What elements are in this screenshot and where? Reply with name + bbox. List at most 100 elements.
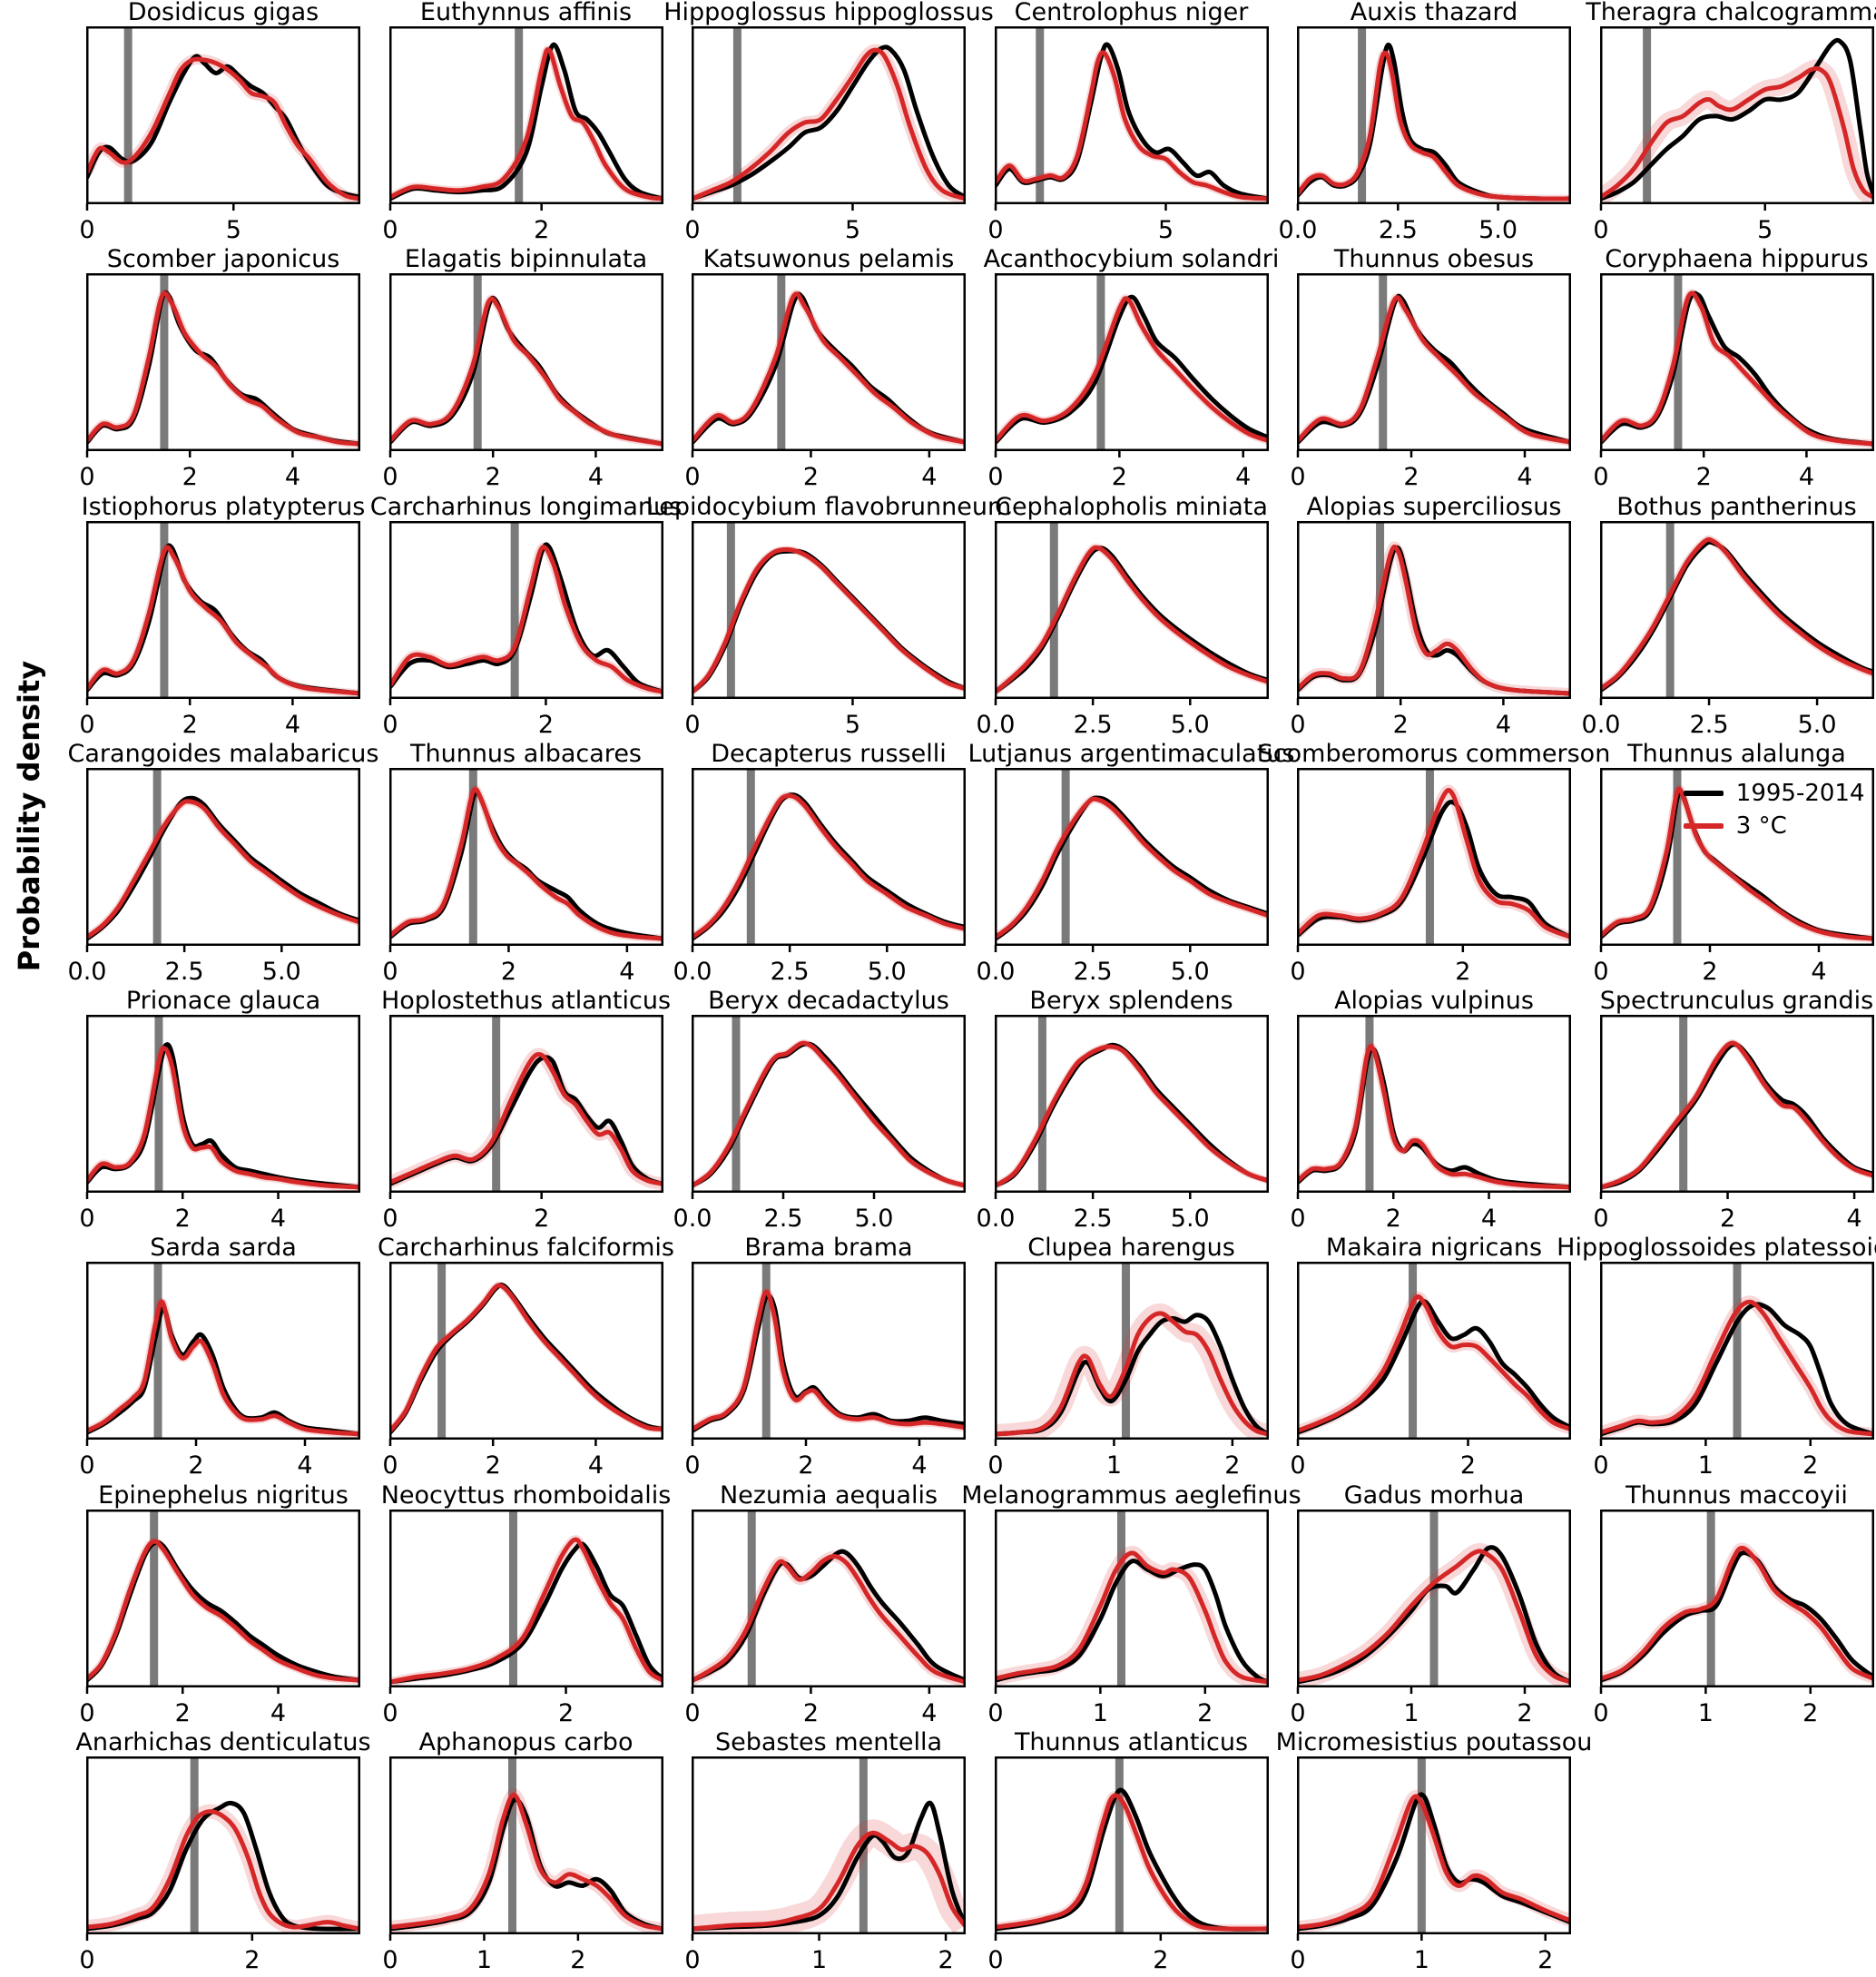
uncertainty-band [87,796,359,940]
x-tick-label: 2 [803,1699,819,1727]
warming-curve [1601,1040,1872,1190]
subplot-title: Thunnus atlanticus [1014,1727,1249,1756]
x-tick-label: 0 [79,1205,94,1233]
x-tick-label: 2 [1403,463,1419,491]
legend-item: 3 °C [1683,810,1865,842]
x-tick-label: 1 [1105,1451,1121,1480]
x-tick-label: 2 [485,1451,500,1480]
subplot-neocyttus-rhomboidalis: Neocyttus rhomboidalis 0 2 [381,1482,672,1736]
x-tick-label: 0 [987,1946,1003,1974]
x-tick-label: 2.5 [771,958,810,986]
axes-frame [692,1015,966,1193]
subplot-title: Sebastes mentella [714,1727,943,1756]
x-tick-label: 2 [175,1699,191,1727]
warming-curve [692,1553,965,1684]
x-tick-label: 0.0 [68,958,107,986]
x-tick-label: 2 [1153,1946,1168,1974]
subplot-thunnus-alalunga: Thunnus alalunga 0 2 4 1995-2014 3 °C [1593,741,1874,995]
historical-curve [1298,42,1570,202]
subplot-title: Micromesistius poutassou [1275,1727,1593,1756]
subplot-title: Katsuwonus pelamis [702,245,955,274]
subplot-title: Melanogrammus aeglefinus [961,1480,1301,1510]
subplot-title: Theragra chalcogramma [1586,0,1876,26]
warming-curve [390,46,662,202]
warming-curve [996,1549,1267,1684]
warming-curve [692,291,965,445]
x-tick-label: 0 [987,1699,1003,1727]
uncertainty-band [996,1790,1267,1933]
axes-frame [1599,1015,1874,1193]
x-tick-label: 0 [382,1699,398,1727]
x-tick-label: 4 [1496,711,1511,739]
uncertainty-band [996,543,1267,694]
axes-frame [388,1756,663,1934]
subplot-beryx-decadactylus: Beryx decadactylus 0.0 2.5 5.0 [673,988,966,1242]
subplot-title: Alopias superciliosus [1306,492,1562,521]
subplot-title: Lutjanus argentimaculatus [967,739,1295,768]
subplot-acanthocybium-solandri: Acanthocybium solandri 0 2 4 [984,247,1280,500]
uncertainty-band [1298,540,1570,697]
x-tick-label: 0 [684,1451,700,1480]
historical-curve [87,542,359,695]
x-tick-label: 2 [1455,958,1470,986]
x-tick-label: 2 [1702,958,1717,986]
axes-frame [1297,520,1571,699]
x-tick-label: 0 [79,1699,94,1727]
x-tick-label: 1 [476,1946,491,1974]
axes-frame [692,520,966,699]
x-tick-label: 2 [803,463,819,491]
uncertainty-band [87,1297,359,1439]
subplot-alopias-vulpinus: Alopias vulpinus 0 2 4 [1290,988,1571,1242]
x-tick-label: 2 [1111,463,1126,491]
subplot-title: Carangoides malabaricus [67,739,379,768]
axes-frame [86,520,360,699]
uncertainty-band [996,1042,1267,1189]
subplot-aphanopus-carbo: Aphanopus carbo 0 1 2 [382,1729,663,1977]
warming-curve [390,1283,662,1433]
x-tick-label: 1 [1414,1946,1429,1974]
axes-frame [994,767,1269,946]
warming-curve [1298,1548,1570,1684]
subplot-title: Nezumia aequalis [719,1480,938,1510]
uncertainty-band [996,794,1267,940]
x-tick-label: 1 [1697,1699,1713,1727]
subplot-cephalopholis-miniata: Cephalopholis miniata 0.0 2.5 5.0 [976,494,1269,748]
warming-curve [1298,1294,1570,1433]
subplot-title: Lepidocybium flavobrunneum [645,492,1012,521]
subplot-title: Spectrunculus grandis [1599,987,1874,1015]
warming-curve [692,1040,965,1188]
subplot-title: Prionace glauca [125,987,321,1015]
warming-curve [692,1830,965,1932]
subplot-coryphaena-hippurus: Coryphaena hippurus 0 2 4 [1593,247,1874,500]
historical-curve [996,795,1267,941]
subplot-thunnus-atlanticus: Thunnus atlanticus 0 2 [987,1729,1269,1977]
x-tick-label: 2 [1224,1451,1240,1480]
uncertainty-band [692,1819,965,1933]
x-tick-label: 0 [1290,463,1305,491]
subplot-title: Scomber japonicus [106,245,340,274]
uncertainty-band [1298,293,1570,447]
x-tick-label: 0 [1290,1699,1305,1727]
historical-curve [996,1313,1267,1437]
x-tick-label: 2 [188,1451,203,1480]
subplot-scomberomorus-commerson: Scomberomorus commerson 0 2 [1258,741,1611,995]
x-tick-label: 0 [382,216,398,244]
x-tick-label: 0 [79,463,94,491]
axes-frame [994,1262,1269,1441]
uncertainty-band [692,290,965,447]
axes-frame [994,1509,1269,1687]
subplot-thunnus-maccoyii: Thunnus maccoyii 0 1 2 [1593,1482,1874,1736]
warming-curve [87,545,359,695]
warming-curve [996,296,1267,444]
subplot-title: Anarhichas denticulatus [75,1727,371,1756]
x-tick-label: 2 [1695,463,1711,491]
subplot-title: Epinephelus nigritus [98,1480,349,1510]
x-tick-label: 2 [175,1205,191,1233]
warming-curve [87,1046,359,1190]
x-tick-label: 5 [226,216,241,244]
historical-curve [996,1558,1267,1684]
subplot-micromesistius-poutassou: Micromesistius poutassou 0 1 2 [1276,1729,1593,1977]
axes-frame [1599,26,1874,204]
x-tick-label: 0.0 [673,958,712,986]
